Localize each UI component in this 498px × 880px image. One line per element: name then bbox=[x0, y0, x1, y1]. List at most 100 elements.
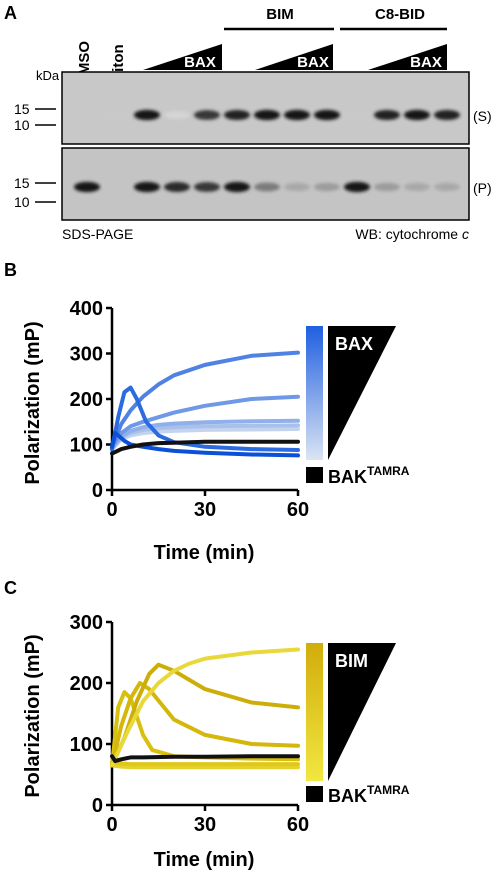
blot-s-label: (S) bbox=[473, 108, 492, 124]
c-series-4 bbox=[110, 662, 300, 768]
c-axes: 0 100 200 300 0 30 60 bbox=[70, 612, 310, 836]
b-ylabel: Polarization (mP) bbox=[22, 321, 44, 484]
c-legend-gradient-label: BIM bbox=[335, 651, 368, 671]
b-legend-black-swatch bbox=[306, 467, 323, 483]
panel-c: C Polarization (mP) Time (min) 0 100 200 30… bbox=[4, 578, 410, 871]
footer-sds-page: SDS-PAGE bbox=[62, 226, 133, 242]
c-legend-black-swatch bbox=[306, 786, 323, 802]
c-xlabel: Time (min) bbox=[154, 849, 255, 871]
group-label-c8bid: C8-BID bbox=[375, 6, 425, 23]
blot-s-band-6 bbox=[284, 109, 310, 121]
c-series-3 bbox=[110, 681, 300, 768]
blot-p-label: (P) bbox=[473, 180, 492, 196]
blot-p-band-3 bbox=[194, 182, 220, 192]
panel-b-letter: B bbox=[4, 260, 17, 280]
blot-p-band-0 bbox=[74, 181, 100, 193]
b-legend-gradient bbox=[306, 326, 323, 460]
group-label-bim: BIM bbox=[266, 6, 294, 23]
marker-10-p: 10 bbox=[14, 194, 30, 210]
c-ylabel: Polarization (mP) bbox=[22, 634, 44, 797]
b-series-4 bbox=[110, 350, 300, 449]
b-axes: 0 100 200 300 400 0 30 60 bbox=[70, 298, 310, 521]
b-ytick-label-300: 300 bbox=[70, 344, 103, 366]
c-series-1 bbox=[110, 760, 300, 767]
blot-s-band-1 bbox=[134, 109, 160, 121]
blot-p-band-7 bbox=[314, 182, 340, 192]
blot-s-bands bbox=[104, 109, 460, 121]
b-legend-black-label: BAKTAMRA bbox=[328, 464, 410, 487]
blot-s-band-11 bbox=[434, 109, 460, 121]
c-ytick-label-0: 0 bbox=[92, 795, 103, 817]
bax-wedge-label-3: BAX bbox=[410, 54, 442, 71]
b-xtick-label-30: 30 bbox=[194, 499, 216, 521]
blot-p-band-6 bbox=[284, 182, 310, 192]
blot-p-band-11 bbox=[434, 182, 460, 192]
blot-s-band-2 bbox=[164, 111, 190, 119]
blot-p-band-10 bbox=[404, 182, 430, 192]
c-series bbox=[110, 647, 300, 770]
c-series-5 bbox=[110, 647, 300, 768]
blot-p-band-2 bbox=[164, 182, 190, 192]
b-series bbox=[110, 350, 300, 458]
blot-p-band-1 bbox=[134, 181, 160, 193]
b-ytick-label-0: 0 bbox=[92, 480, 103, 502]
blot-p-bands bbox=[74, 181, 460, 193]
blot-s-band-3 bbox=[194, 110, 220, 120]
c-ytick-label-200: 200 bbox=[70, 673, 103, 695]
c-ytick-label-300: 300 bbox=[70, 612, 103, 634]
footer-wb: WB: cytochrome c bbox=[355, 226, 469, 242]
blot-s-band-7 bbox=[314, 109, 340, 121]
bax-wedge-label-1: BAX bbox=[184, 54, 216, 71]
marker-10-s: 10 bbox=[14, 117, 30, 133]
blot-s-band-8 bbox=[344, 111, 370, 119]
b-series-3 bbox=[110, 394, 300, 449]
b-series-5 bbox=[110, 385, 300, 452]
panel-c-letter: C bbox=[4, 578, 17, 598]
b-series-6 bbox=[110, 431, 300, 458]
marker-15-s: 15 bbox=[14, 101, 30, 117]
blot-s-band-0 bbox=[104, 111, 130, 119]
b-legend-wedge bbox=[328, 326, 396, 460]
blot-p-band-8 bbox=[344, 181, 370, 193]
c-legend-wedge bbox=[328, 643, 396, 781]
footer-wb-italic: c bbox=[462, 226, 469, 242]
marker-15-p: 15 bbox=[14, 175, 30, 191]
b-series-2 bbox=[110, 418, 300, 451]
c-xtick-label-60: 60 bbox=[287, 814, 309, 836]
b-xtick-label-60: 60 bbox=[287, 499, 309, 521]
b-ytick-label-200: 200 bbox=[70, 389, 103, 411]
bax-wedge-label-2: BAX bbox=[297, 54, 329, 71]
c-legend-black-main: BAK bbox=[328, 786, 367, 806]
bax-wedge-1 bbox=[143, 44, 222, 70]
c-xtick-label-30: 30 bbox=[194, 814, 216, 836]
b-legend-gradient-label: BAX bbox=[335, 334, 373, 354]
blot-s-frame bbox=[61, 71, 470, 145]
c-series-0 bbox=[110, 763, 300, 770]
b-legend-black-main: BAK bbox=[328, 467, 367, 487]
bax-wedge-2 bbox=[255, 44, 333, 70]
blot-s-band-5 bbox=[254, 109, 280, 121]
b-ytick-label-400: 400 bbox=[70, 298, 103, 320]
blot-s-band-9 bbox=[374, 109, 400, 121]
c-legend-black-sup: TAMRA bbox=[367, 783, 410, 797]
c-series-6 bbox=[110, 754, 300, 764]
panel-a: A DMSO Triton BIM C8-BID BAX BAX BAX kDa… bbox=[4, 3, 492, 242]
blot-s-band-10 bbox=[404, 109, 430, 121]
b-legend-black-sup: TAMRA bbox=[367, 464, 410, 478]
b-xlabel: Time (min) bbox=[154, 542, 255, 564]
c-xtick-label-0: 0 bbox=[106, 814, 117, 836]
blot-p-band-9 bbox=[374, 182, 400, 192]
c-legend-black-label: BAKTAMRA bbox=[328, 783, 410, 806]
blot-p-band-5 bbox=[254, 182, 280, 192]
c-ytick-label-100: 100 bbox=[70, 734, 103, 756]
c-legend-gradient bbox=[306, 643, 323, 781]
b-ytick-label-100: 100 bbox=[70, 435, 103, 457]
blot-s-band-4 bbox=[224, 109, 250, 121]
footer-wb-text: WB: cytochrome bbox=[355, 226, 462, 242]
bax-wedge-3 bbox=[368, 44, 447, 70]
b-xtick-label-0: 0 bbox=[106, 499, 117, 521]
blot-p-band-4 bbox=[224, 181, 250, 193]
b-series-7 bbox=[110, 439, 300, 456]
kda-label: kDa bbox=[36, 68, 60, 83]
